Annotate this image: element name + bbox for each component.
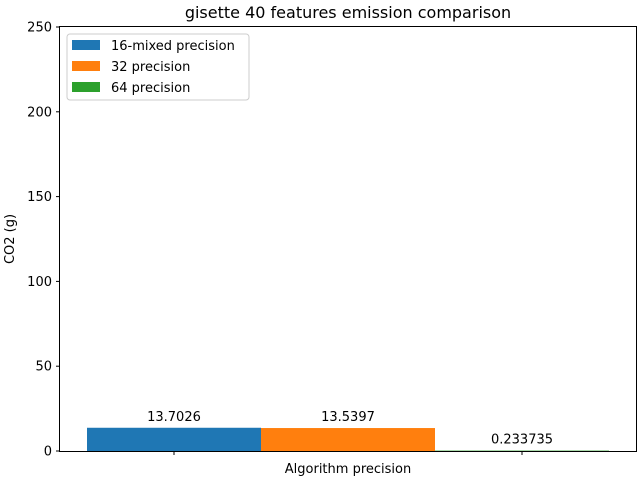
y-axis-ticks: 0 50 100 150 200 250 <box>27 21 60 460</box>
legend-label-2: 32 precision <box>111 60 190 75</box>
y-tick-label: 0 <box>44 445 52 460</box>
legend-swatch-3 <box>72 82 100 92</box>
bar-2 <box>261 428 435 451</box>
y-tick-label: 250 <box>27 21 52 36</box>
plot-area-frame <box>59 26 637 452</box>
data-label-2: 13.5397 <box>321 410 375 425</box>
legend-frame <box>66 33 250 101</box>
y-tick-label: 200 <box>27 105 52 120</box>
y-tick-label: 150 <box>27 190 52 205</box>
x-axis-label: Algorithm precision <box>285 462 411 477</box>
legend-swatch-1 <box>72 40 100 50</box>
data-label-1: 13.7026 <box>147 410 201 425</box>
chart-title: gisette 40 features emission comparison <box>185 3 511 22</box>
y-axis-label: CO2 (g) <box>3 214 18 264</box>
data-labels-group: 13.7026 13.5397 0.233735 <box>147 410 553 448</box>
data-label-3: 0.233735 <box>491 433 553 448</box>
legend-items: 16-mixed precision 32 precision 64 precisi… <box>72 39 235 96</box>
legend: 16-mixed precision 32 precision 64 precisi… <box>66 33 250 101</box>
bar-1 <box>87 427 261 451</box>
legend-label-1: 16-mixed precision <box>111 39 235 54</box>
legend-label-3: 64 precision <box>111 81 190 96</box>
y-tick-label: 100 <box>27 275 52 290</box>
legend-swatch-2 <box>72 61 100 71</box>
y-tick-label: 50 <box>35 360 52 375</box>
bars-group <box>87 427 609 451</box>
